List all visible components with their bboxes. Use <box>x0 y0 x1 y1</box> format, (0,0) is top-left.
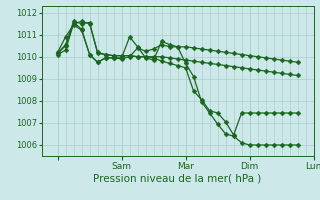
X-axis label: Pression niveau de la mer( hPa ): Pression niveau de la mer( hPa ) <box>93 173 262 183</box>
